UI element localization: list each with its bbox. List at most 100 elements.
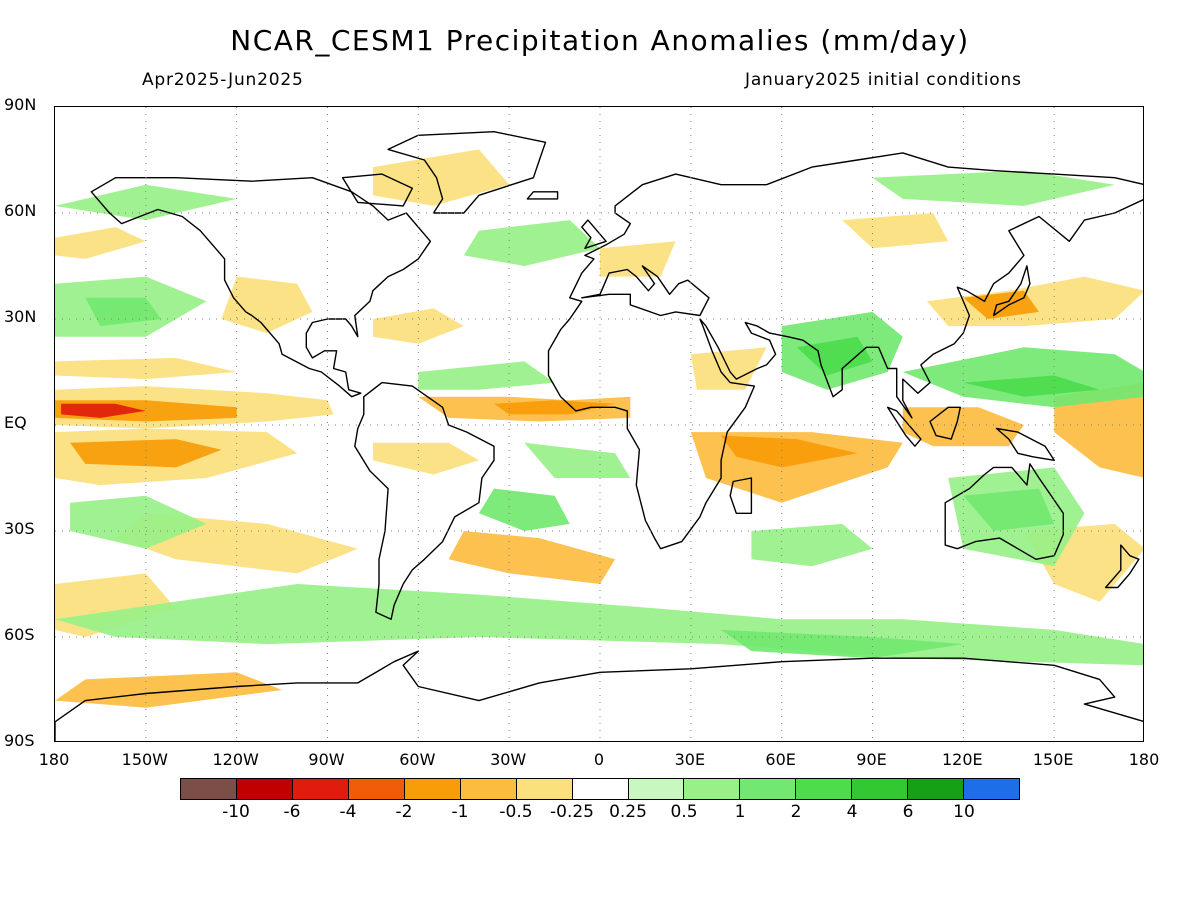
coastline-new-guinea [995, 427, 1055, 461]
coastline-north-america [90, 176, 432, 398]
anomaly-region-41 [463, 220, 600, 266]
lon-label: 180 [38, 750, 70, 769]
anomaly-region-2 [61, 403, 146, 418]
lon-label: 30W [490, 750, 527, 769]
colorbar-label: 6 [902, 802, 914, 822]
colorbar-swatch [516, 779, 573, 799]
anomaly-region-21 [963, 290, 1039, 319]
lon-label: 180 [1128, 750, 1160, 769]
anomaly-region-20 [927, 276, 1143, 327]
colorbar-swatch [236, 779, 293, 799]
coastline-sumatra [886, 406, 922, 447]
colorbar-swatch [404, 779, 461, 799]
coastline-baffin [341, 173, 413, 207]
lon-label: 0 [593, 750, 605, 769]
coastline-mediterranean-europe [581, 265, 710, 317]
chart-title: NCAR_CESM1 Precipitation Anomalies (mm/d… [230, 24, 970, 57]
anomaly-region-35 [963, 375, 1100, 397]
coastline-borneo [929, 406, 961, 440]
colorbar-swatch [181, 779, 237, 799]
lat-label: 30N [4, 307, 37, 326]
lat-label: 90S [4, 731, 35, 750]
lat-label: 60S [4, 625, 35, 644]
anomaly-region-40 [721, 629, 964, 659]
coastlines [55, 131, 1143, 741]
colorbar-label: 4 [846, 802, 858, 822]
anomaly-region-38 [751, 523, 873, 567]
colorbar-swatch [684, 779, 741, 799]
colorbar-label: 1 [734, 802, 746, 822]
coastline-greenland [387, 131, 547, 214]
coastline-japan [992, 265, 1031, 317]
coastline-iceland [526, 191, 559, 200]
lon-label: 60E [765, 750, 796, 769]
lat-label: 90N [4, 95, 37, 114]
colorbar-label: -0.25 [550, 802, 594, 822]
colorbar-swatch [628, 779, 685, 799]
colorbar-label: -2 [395, 802, 413, 822]
coastline-south-america [354, 381, 495, 620]
colorbar-label: 0.25 [609, 802, 647, 822]
anomaly-region-18 [902, 407, 1024, 447]
anomaly-region-37 [963, 488, 1055, 531]
anomaly-region-11 [372, 442, 479, 475]
colorbar-swatch [460, 779, 517, 799]
lon-label: 150W [121, 750, 168, 769]
colorbar-label: -10 [222, 802, 250, 822]
lon-label: 90W [308, 750, 345, 769]
anomaly-region-30 [478, 488, 570, 531]
anomaly-region-5 [55, 357, 237, 380]
anomaly-region-26 [600, 241, 676, 277]
colorbar-swatch [964, 779, 1020, 799]
colorbar-swatch [292, 779, 349, 799]
lon-label: 30E [674, 750, 706, 769]
colorbar-swatch [796, 779, 853, 799]
colorbar [180, 778, 1020, 800]
colorbar-label: -4 [339, 802, 357, 822]
map-panel [54, 106, 1144, 742]
anomaly-region-43 [872, 170, 1115, 206]
colorbar-label: -1 [451, 802, 469, 822]
coastline-eurasia-africa [547, 152, 1143, 550]
anomaly-region-33 [796, 336, 873, 376]
anomaly-region-8 [372, 308, 464, 344]
precipitation-anomaly-map [55, 107, 1143, 741]
anomaly-region-31 [418, 361, 555, 390]
anomaly-region-7 [55, 227, 146, 259]
coastline-australia [944, 463, 1064, 560]
anomaly-region-22 [842, 213, 949, 249]
colorbar-swatch [852, 779, 909, 799]
anomaly-region-19 [1054, 382, 1143, 478]
lon-label: 120W [212, 750, 259, 769]
lon-label: 90E [856, 750, 887, 769]
anomaly-region-25 [55, 672, 283, 708]
lon-label: 60W [399, 750, 436, 769]
lat-label: EQ [4, 413, 27, 432]
lon-label: 120E [942, 750, 983, 769]
colorbar-swatch [740, 779, 797, 799]
colorbar-swatch [908, 779, 965, 799]
forecast-period: Apr2025-Jun2025 [142, 70, 304, 90]
coastline-uk [581, 219, 607, 250]
coastline-madagascar [729, 477, 753, 514]
colorbar-label: 0.5 [670, 802, 698, 822]
lat-label: 60N [4, 201, 37, 220]
anomaly-region-29 [70, 495, 207, 549]
anomaly-region-10 [494, 400, 616, 415]
anomaly-region-12 [448, 531, 616, 584]
colorbar-swatch [572, 779, 629, 799]
colorbar-label: 2 [790, 802, 802, 822]
anomaly-region-16 [721, 435, 858, 468]
lon-label: 150E [1032, 750, 1074, 769]
anomaly-region-4 [70, 439, 222, 468]
colorbar-label: -0.5 [499, 802, 533, 822]
anomaly-region-44 [524, 442, 631, 478]
anomaly-region-34 [902, 347, 1143, 408]
initial-conditions: January2025 initial conditions [745, 70, 1022, 90]
anomaly-region-24 [372, 149, 510, 206]
colorbar-swatch [348, 779, 405, 799]
coastline-new-zealand [1104, 544, 1140, 589]
colorbar-label: -6 [283, 802, 301, 822]
lat-label: 30S [4, 519, 35, 538]
anomaly-region-42 [55, 184, 237, 221]
